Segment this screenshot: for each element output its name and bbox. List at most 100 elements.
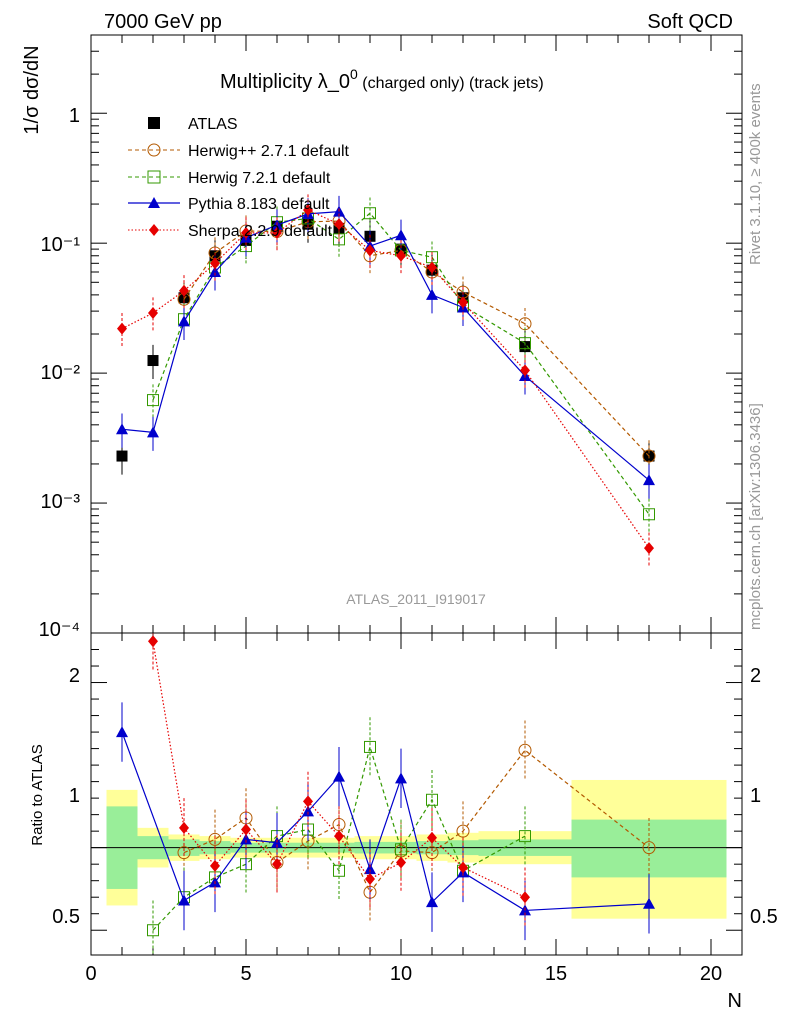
series-layer bbox=[116, 194, 656, 955]
mcplots-source-label: mcplots.cern.ch [arXiv:1306.3436] bbox=[747, 403, 764, 630]
ratio-point-sherpa-2-2-9-default bbox=[334, 830, 344, 843]
ratio-point-sherpa-2-2-9-default bbox=[520, 891, 530, 904]
main-point-pythia-8-183-default bbox=[178, 315, 190, 327]
main-point-herwig-7-2-1-default bbox=[147, 394, 159, 407]
main-point-pythia-8-183-default bbox=[395, 229, 407, 241]
y-tick-label-1e-4: 10⁻⁴ bbox=[39, 619, 80, 641]
main-line-sherpa-2-2-9-default bbox=[121, 209, 650, 549]
main-series-pythia-8-183-default bbox=[116, 195, 655, 499]
main-point-sherpa-2-2-9-default bbox=[365, 244, 375, 257]
ratio-line-pythia-8-183-default bbox=[121, 731, 650, 912]
main-point-sherpa-2-2-9-default bbox=[520, 364, 530, 377]
main-point-sherpa-2-2-9-default bbox=[148, 307, 158, 320]
main-point-herwig-7-2-1-default bbox=[519, 337, 531, 350]
main-point-sherpa-2-2-9-default bbox=[396, 249, 406, 262]
x-axis-title: N bbox=[728, 990, 742, 1012]
ratio-tick-label-1-right: 1 bbox=[750, 785, 761, 807]
main-point-sherpa-2-2-9-default bbox=[117, 322, 127, 335]
legend-marker-sherpa bbox=[149, 224, 159, 236]
main-point-pythia-8-183-default bbox=[643, 474, 655, 486]
legend-label-herwigpp: Herwig++ 2.7.1 default bbox=[188, 143, 350, 160]
legend-marker-herwig7 bbox=[147, 170, 161, 184]
ratio-point-herwig-2-7-1-default bbox=[642, 841, 656, 855]
main-series-atlas bbox=[116, 208, 655, 475]
ratio-point-sherpa-2-2-9-default bbox=[148, 635, 158, 648]
x-tick-label-10: 10 bbox=[390, 963, 412, 985]
ratio-point-sherpa-2-2-9-default bbox=[179, 821, 189, 834]
main-point-sherpa-2-2-9-default bbox=[303, 204, 313, 217]
main-series-sherpa-2-2-9-default bbox=[117, 194, 654, 567]
ratio-point-pythia-8-183-default bbox=[116, 726, 128, 738]
ratio-point-herwig-2-7-1-default bbox=[456, 824, 470, 838]
ratio-tick-label-0p5: 0.5 bbox=[52, 906, 80, 928]
ratio-tick-label-1: 1 bbox=[69, 785, 80, 807]
legend-label-sherpa: Sherpa 2.2.9 default bbox=[188, 223, 333, 240]
ratio-line-herwig-7-2-1-default bbox=[152, 744, 526, 931]
y-tick-label-1e-3: 10⁻³ bbox=[41, 491, 81, 513]
ratio-point-sherpa-2-2-9-default bbox=[210, 859, 220, 872]
main-point-pythia-8-183-default bbox=[116, 423, 128, 435]
ratio-point-herwig-2-7-1-default bbox=[177, 846, 191, 860]
main-point-sherpa-2-2-9-default bbox=[644, 542, 654, 555]
legend-marker-pythia bbox=[148, 197, 160, 208]
main-point-herwig-2-7-1-default bbox=[642, 449, 656, 463]
main-point-pythia-8-183-default bbox=[426, 288, 438, 300]
x-tick-labels: 0 5 10 15 20 bbox=[85, 963, 722, 985]
main-point-sherpa-2-2-9-default bbox=[334, 218, 344, 231]
y-tick-label-1e0: 1 bbox=[69, 105, 80, 127]
ratio-point-pythia-8-183-default bbox=[426, 896, 438, 908]
ratio-point-sherpa-2-2-9-default bbox=[272, 858, 282, 871]
main-point-sherpa-2-2-9-default bbox=[427, 261, 437, 274]
ratio-tick-label-2-right: 2 bbox=[750, 665, 761, 687]
y-tick-label-1e-1: 10⁻¹ bbox=[41, 234, 81, 256]
ratio-point-pythia-8-183-default bbox=[395, 772, 407, 784]
legend-marker-herwigpp bbox=[147, 143, 161, 157]
main-point-atlas bbox=[147, 355, 159, 367]
ratio-plot-frame bbox=[90, 632, 743, 956]
ratio-point-sherpa-2-2-9-default bbox=[427, 831, 437, 844]
ratio-point-herwig-7-2-1-default bbox=[519, 830, 531, 843]
main-y-axis-title: 1/σ dσ/dN bbox=[21, 45, 43, 134]
x-tick-label-20: 20 bbox=[700, 963, 722, 985]
ratio-uncertainty-bands bbox=[106, 779, 727, 919]
x-tick-label-0: 0 bbox=[85, 963, 96, 985]
ratio-point-herwig-7-2-1-default bbox=[364, 740, 376, 753]
ratio-point-pythia-8-183-default bbox=[178, 894, 190, 906]
main-point-atlas bbox=[116, 450, 128, 462]
plot-title: Multiplicity λ_00 (charged only) (track … bbox=[220, 66, 544, 93]
plot-title-main: Multiplicity λ_0 bbox=[220, 71, 350, 93]
ratio-point-sherpa-2-2-9-default bbox=[241, 823, 251, 836]
main-point-herwig-7-2-1-default bbox=[364, 207, 376, 220]
plot-title-suffix: (charged only) (track jets) bbox=[358, 75, 544, 92]
legend-label-pythia: Pythia 8.183 default bbox=[188, 196, 330, 213]
ratio-point-pythia-8-183-default bbox=[333, 770, 345, 782]
main-point-sherpa-2-2-9-default bbox=[241, 226, 251, 239]
ratio-point-pythia-8-183-default bbox=[364, 863, 376, 875]
ratio-point-sherpa-2-2-9-default bbox=[365, 873, 375, 886]
main-point-atlas bbox=[519, 341, 531, 353]
x-tick-label-15: 15 bbox=[545, 963, 567, 985]
legend-label-herwig7: Herwig 7.2.1 default bbox=[188, 170, 331, 187]
main-point-sherpa-2-2-9-default bbox=[272, 226, 282, 239]
main-point-sherpa-2-2-9-default bbox=[179, 284, 189, 297]
ratio-y-axis-title: Ratio to ATLAS bbox=[29, 744, 46, 845]
x-tick-label-5: 5 bbox=[240, 963, 251, 985]
main-point-sherpa-2-2-9-default bbox=[458, 296, 468, 309]
ratio-tick-label-2: 2 bbox=[69, 665, 80, 687]
ratio-point-pythia-8-183-default bbox=[643, 897, 655, 909]
ratio-point-herwig-2-7-1-default bbox=[518, 743, 532, 757]
ratio-point-herwig-7-2-1-default bbox=[426, 793, 438, 806]
main-line-pythia-8-183-default bbox=[121, 210, 650, 481]
analysis-watermark: ATLAS_2011_I919017 bbox=[346, 591, 486, 607]
main-point-herwig-7-2-1-default bbox=[643, 508, 655, 521]
main-y-tick-labels: 1 10⁻¹ 10⁻² 10⁻³ 10⁻⁴ bbox=[39, 105, 81, 641]
ratio-point-sherpa-2-2-9-default bbox=[303, 795, 313, 808]
main-point-atlas bbox=[209, 250, 221, 262]
legend: ATLAS Herwig++ 2.7.1 default Herwig 7.2.… bbox=[128, 116, 350, 240]
ratio-y-tick-labels: 0.5 1 2 0.5 1 2 bbox=[52, 665, 778, 928]
main-point-pythia-8-183-default bbox=[147, 426, 159, 438]
ratio-point-pythia-8-183-default bbox=[240, 833, 252, 845]
main-point-sherpa-2-2-9-default bbox=[210, 257, 220, 270]
ratio-point-herwig-2-7-1-default bbox=[208, 832, 222, 846]
